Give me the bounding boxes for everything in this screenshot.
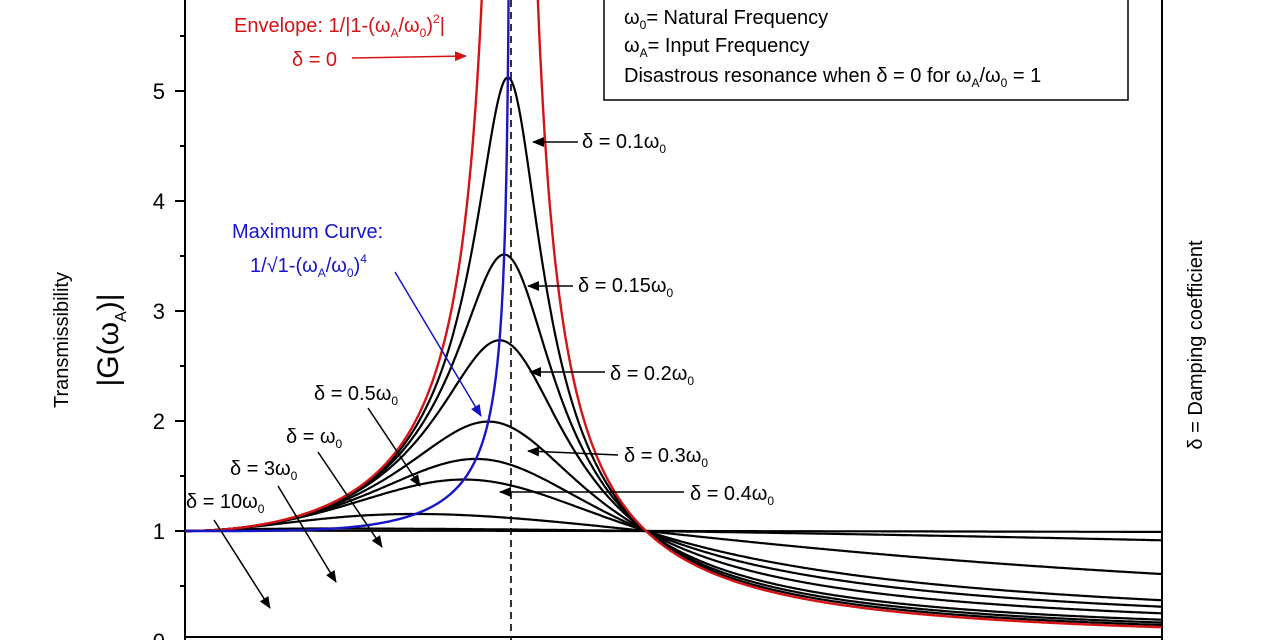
y-ticks: 0 1 2 3 4 5	[153, 35, 185, 640]
legend-line-natural: ω0= Natural Frequency	[624, 7, 828, 32]
curve-label-sub: 0	[391, 394, 398, 408]
curve-label-text: δ = 0.2ω0	[610, 363, 694, 388]
envelope-delta-label: δ = 0	[292, 49, 337, 71]
curve-label-main: δ = 10ω	[186, 491, 258, 513]
envelope-end: |	[440, 15, 445, 37]
curve-label-text: δ = ω0	[286, 426, 343, 451]
curve-label-text: δ = 3ω0	[230, 458, 298, 483]
curve-label-main: δ = ω	[286, 426, 336, 448]
y-expr-open: |G(ω	[92, 322, 125, 387]
maximum-mid: /ω	[326, 255, 347, 277]
curve-label-text: δ = 0.5ω0	[314, 383, 398, 408]
y-tick-label: 2	[153, 409, 165, 434]
curve-label-main: δ = 0.1ω	[582, 131, 659, 153]
legend-natural-text: = Natural Frequency	[646, 7, 828, 29]
curve-label-sub: 0	[666, 286, 673, 300]
envelope-arrow	[351, 51, 467, 62]
legend-res-pre: Disastrous resonance when δ = 0 for ω	[624, 65, 971, 87]
maximum-formula: 1/√1-(ωA/ω0)4	[250, 252, 367, 280]
curve-label-0-1: δ = 0.1ω0	[532, 131, 666, 156]
envelope-sup: 2	[433, 12, 440, 26]
curve-label-main: δ = 0.5ω	[314, 383, 391, 405]
curve-label-0-15: δ = 0.15ω0	[527, 275, 673, 300]
legend-input-text: = Input Frequency	[648, 35, 810, 57]
damping-curve-0-3	[185, 420, 1162, 615]
maximum-s1: A	[318, 266, 326, 280]
legend-omegaA-sub: A	[640, 46, 648, 60]
envelope-curve-left	[185, 0, 483, 533]
legend-omega0-sub: 0	[640, 18, 647, 32]
envelope-curve-right	[536, 0, 1162, 629]
legend-line-input: ωA= Input Frequency	[624, 35, 809, 60]
curve-label-text: δ = 0.3ω0	[624, 445, 708, 470]
maximum-pre: 1/√1-(ω	[250, 255, 318, 277]
curve-label-0-4: δ = 0.4ω0	[499, 483, 774, 508]
curve-label-0-2: δ = 0.2ω0	[529, 363, 694, 388]
curve-label-text: δ = 10ω0	[186, 491, 265, 516]
curve-label-sub: 0	[687, 374, 694, 388]
envelope-text: Envelope: 1/|1-(ω	[234, 15, 390, 37]
curve-label-text: δ = 0.1ω0	[582, 131, 666, 156]
curve-label-text: δ = 0.15ω0	[578, 275, 673, 300]
legend-res-sub2: 0	[1001, 76, 1008, 90]
y-tick-label: 0	[153, 629, 165, 640]
y-tick-label: 4	[153, 189, 165, 214]
curve-label-1: δ = ω0	[286, 426, 383, 548]
legend-frame	[603, 0, 1129, 101]
envelope-label: Envelope: 1/|1-(ωA/ω0)2|	[234, 12, 445, 40]
envelope-post: )	[426, 15, 433, 37]
curve-arrow	[213, 519, 271, 609]
curve-label-sub: 0	[258, 502, 265, 516]
y-axis-word: Transmissibility	[51, 272, 73, 408]
legend-res-post: = 1	[1007, 65, 1041, 87]
curve-label-sub: 0	[659, 142, 666, 156]
damping-curve-0-4	[185, 457, 1162, 608]
curve-label-0-5: δ = 0.5ω0	[314, 383, 421, 487]
right-axis-label: δ = Damping coefficient	[1185, 240, 1207, 450]
curve-label-main: δ = 3ω	[230, 458, 291, 480]
envelope-mid: /ω	[398, 15, 419, 37]
damping-curve-0-5	[185, 478, 1162, 602]
curve-label-sub: 0	[336, 437, 343, 451]
curve-label-sub: 0	[767, 494, 774, 508]
legend-omega0: ω	[624, 7, 640, 29]
maximum-label: Maximum Curve:	[232, 221, 383, 243]
damping-curve-10	[185, 529, 1162, 533]
curve-label-sub: 0	[291, 469, 298, 483]
maximum-sup: 4	[360, 252, 367, 266]
maximum-s2: 0	[347, 266, 354, 280]
curve-label-main: δ = 0.2ω	[610, 363, 687, 385]
curve-arrow	[277, 485, 337, 583]
curve-label-main: δ = 0.3ω	[624, 445, 701, 467]
legend-box: ω0= Natural Frequency ωA= Input Frequenc…	[603, 0, 1129, 101]
curve-label-main: δ = 0.4ω	[690, 483, 767, 505]
legend-res-sub1: A	[971, 76, 979, 90]
legend-omegaA: ω	[624, 35, 640, 57]
curve-label-text: δ = 0.4ω0	[690, 483, 774, 508]
legend-res-mid: /ω	[980, 65, 1001, 87]
maximum-arrow	[394, 271, 482, 417]
curve-label-0-3: δ = 0.3ω0	[527, 445, 708, 470]
curve-label-10: δ = 10ω0	[186, 491, 271, 609]
curve-label-main: δ = 0.15ω	[578, 275, 666, 297]
curve-label-sub: 0	[701, 456, 708, 470]
curve-arrow	[527, 446, 619, 457]
curve-label-3: δ = 3ω0	[230, 458, 337, 583]
envelope-s1: A	[390, 26, 398, 40]
y-tick-label: 5	[153, 79, 165, 104]
damping-curve-1	[185, 512, 1162, 576]
curve-arrow	[367, 407, 421, 487]
legend-line-resonance: Disastrous resonance when δ = 0 for ωA/ω…	[624, 65, 1041, 90]
y-axis-expression: |G(ωA)|	[92, 293, 130, 386]
envelope-s2: 0	[420, 26, 427, 40]
y-tick-label: 3	[153, 299, 165, 324]
y-expr-close: )|	[92, 293, 125, 311]
curve-arrow	[317, 451, 383, 548]
y-expr-sub: A	[113, 311, 130, 322]
y-tick-label: 1	[153, 519, 165, 544]
maximum-post: )	[354, 255, 361, 277]
maximum-curve	[185, 0, 510, 533]
